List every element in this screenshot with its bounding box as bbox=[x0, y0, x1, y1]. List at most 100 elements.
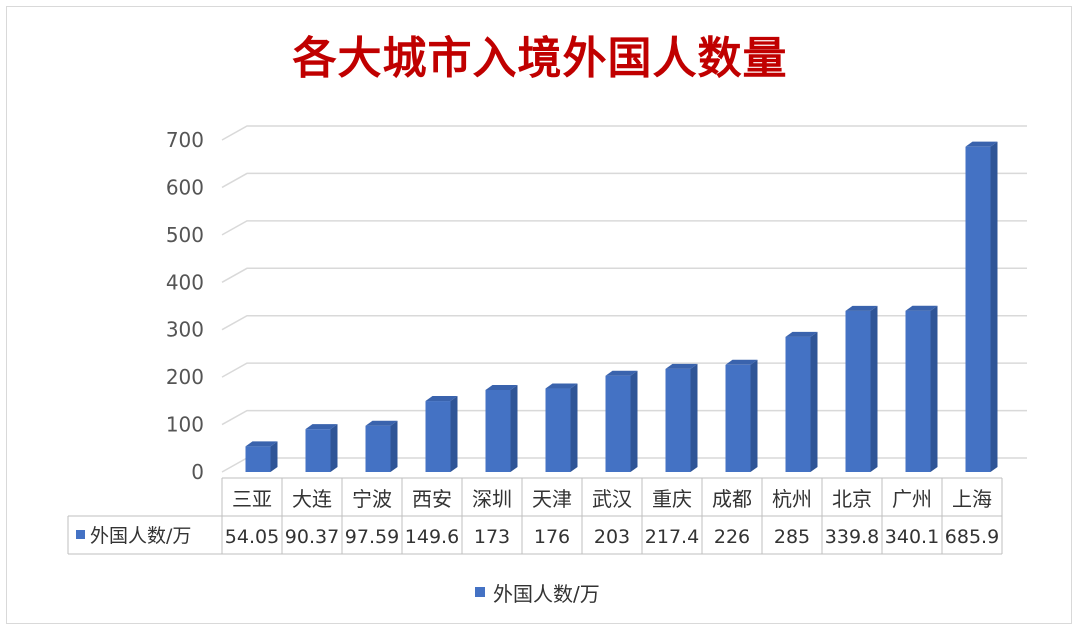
bar bbox=[605, 370, 638, 472]
bar bbox=[545, 383, 578, 472]
data-label: 339.8 bbox=[825, 526, 879, 548]
gridline bbox=[221, 409, 1027, 426]
data-label: 173 bbox=[474, 526, 510, 548]
x-tick-label: 三亚 bbox=[232, 487, 272, 511]
y-tick-label: 200 bbox=[166, 365, 204, 389]
bar bbox=[305, 424, 338, 472]
bar-side bbox=[750, 359, 758, 472]
bar bbox=[485, 384, 518, 472]
data-label: 340.1 bbox=[885, 526, 939, 548]
bar-side bbox=[810, 331, 818, 472]
data-label: 149.6 bbox=[405, 526, 459, 548]
data-label: 685.9 bbox=[945, 526, 999, 548]
bar-front bbox=[305, 429, 331, 472]
y-tick-label: 0 bbox=[191, 460, 204, 484]
bar-side bbox=[930, 305, 938, 472]
bar bbox=[245, 441, 278, 472]
legend-swatch bbox=[475, 587, 485, 597]
bar-top bbox=[665, 363, 698, 369]
gridline bbox=[221, 172, 1027, 189]
x-tick-label: 重庆 bbox=[652, 487, 692, 511]
bar-side bbox=[450, 396, 458, 472]
bar-top bbox=[485, 384, 518, 390]
bar-side bbox=[870, 305, 878, 472]
bar-top bbox=[605, 370, 638, 376]
bar-front bbox=[965, 146, 991, 472]
bar-front bbox=[605, 375, 631, 472]
bar-top bbox=[845, 305, 878, 311]
bar-side bbox=[630, 370, 638, 472]
grid-lines bbox=[221, 125, 1027, 473]
y-tick-label: 500 bbox=[166, 223, 204, 247]
bar bbox=[845, 305, 878, 472]
bar-top bbox=[965, 141, 998, 147]
table-legend-swatch bbox=[76, 530, 85, 539]
bar-front bbox=[725, 364, 751, 472]
x-tick-label: 大连 bbox=[292, 487, 332, 511]
bar-top bbox=[425, 396, 458, 402]
data-label: 203 bbox=[594, 526, 630, 548]
bar-front bbox=[905, 310, 931, 472]
bar-side bbox=[270, 441, 278, 472]
gridline bbox=[221, 220, 1027, 236]
y-axis-ticks: 0 100 200 300 400 500 600 700 bbox=[166, 128, 204, 484]
table-series-name: 外国人数/万 bbox=[90, 525, 191, 547]
gridline bbox=[221, 314, 1027, 331]
bar-side bbox=[570, 383, 578, 472]
bar-top bbox=[905, 305, 938, 311]
chart-frame bbox=[6, 6, 1072, 624]
legend: 外国人数/万 bbox=[475, 578, 600, 606]
bar-front bbox=[245, 446, 271, 472]
bar-front bbox=[365, 425, 391, 472]
gridline bbox=[221, 362, 1027, 378]
data-label: 285 bbox=[774, 526, 810, 548]
bar-top bbox=[785, 331, 818, 337]
bar bbox=[785, 331, 818, 472]
bar-top bbox=[545, 383, 578, 389]
data-label: 90.37 bbox=[285, 526, 339, 548]
data-table: 三亚 大连 宁波 西安 深圳 天津 武汉 重庆 成都 杭州 北京 广州 上海 54.05 90.37 97.5… bbox=[67, 477, 1003, 555]
bar-front bbox=[785, 336, 811, 472]
bar-side bbox=[510, 384, 518, 472]
bar bbox=[425, 396, 458, 472]
bar-front bbox=[545, 388, 571, 472]
data-label: 217.4 bbox=[645, 526, 699, 548]
x-tick-label: 杭州 bbox=[772, 487, 812, 511]
bar-front bbox=[845, 310, 871, 472]
bar bbox=[365, 420, 398, 472]
data-label: 226 bbox=[714, 526, 750, 548]
y-tick-label: 700 bbox=[166, 128, 204, 152]
x-tick-label: 北京 bbox=[832, 487, 872, 511]
x-tick-label: 宁波 bbox=[352, 487, 392, 511]
bar bbox=[665, 363, 698, 472]
gridline bbox=[221, 267, 1027, 283]
bar-front bbox=[665, 368, 691, 472]
data-label: 54.05 bbox=[225, 526, 279, 548]
bars bbox=[245, 141, 998, 472]
bar bbox=[905, 305, 938, 472]
data-label: 97.59 bbox=[345, 526, 399, 548]
x-tick-label: 广州 bbox=[892, 487, 932, 511]
bar bbox=[725, 359, 758, 472]
bar-side bbox=[990, 141, 998, 472]
y-tick-label: 300 bbox=[166, 318, 204, 342]
x-tick-label: 天津 bbox=[532, 487, 572, 511]
y-tick-label: 400 bbox=[166, 270, 204, 294]
data-label: 176 bbox=[534, 526, 570, 548]
x-tick-label: 成都 bbox=[712, 487, 752, 511]
chart-title: 各大城市入境外国人数量 bbox=[292, 33, 788, 84]
bar-top bbox=[365, 420, 398, 426]
bar-top bbox=[725, 359, 758, 365]
bar-side bbox=[330, 424, 338, 472]
y-tick-label: 600 bbox=[166, 175, 204, 199]
bar-front bbox=[425, 401, 451, 472]
gridline bbox=[221, 125, 1027, 141]
x-tick-label: 武汉 bbox=[592, 487, 632, 511]
bar-top bbox=[245, 441, 278, 447]
bar-side bbox=[690, 363, 698, 472]
x-tick-label: 西安 bbox=[412, 487, 452, 511]
bar bbox=[965, 141, 998, 472]
bar-side bbox=[390, 420, 398, 472]
bar-top bbox=[305, 424, 338, 430]
